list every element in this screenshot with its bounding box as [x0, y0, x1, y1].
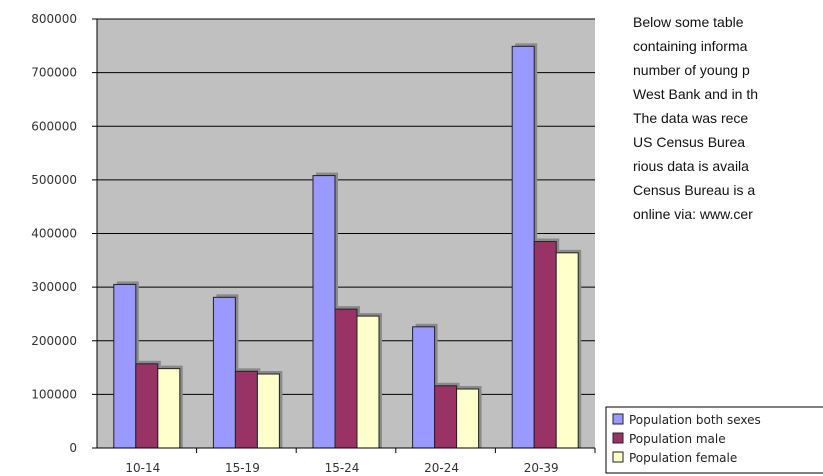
- legend-box: [605, 406, 823, 474]
- legend-label: Population both sexes: [629, 413, 761, 427]
- legend-swatch: [612, 413, 624, 425]
- bar-female: [157, 368, 181, 449]
- side-text-paragraph: Below some table containing informa numb…: [633, 10, 823, 226]
- bar-male: [135, 363, 159, 449]
- side-text-line: containing informa: [633, 38, 748, 54]
- x-tick-labels: 10-14 15-19 15-24 20-24 20-39: [125, 461, 558, 475]
- bar-both-sexes: [312, 175, 336, 449]
- x-tick-label: 10-14: [125, 461, 160, 475]
- y-tick-label: 600000: [31, 119, 77, 133]
- side-text-line: rious data is availa: [633, 158, 749, 174]
- axes: [92, 18, 596, 453]
- bar-both-sexes: [113, 283, 137, 449]
- bars: [113, 43, 582, 449]
- bar-male: [234, 370, 258, 449]
- bar-male: [533, 241, 557, 449]
- side-text-line: Below some table: [633, 14, 744, 30]
- legend-swatch: [612, 432, 624, 444]
- y-tick-labels: 0 100000 200000 300000 400000 500000 600000 700…: [31, 12, 77, 455]
- y-tick-label: 700000: [31, 66, 77, 80]
- bar-female: [356, 315, 380, 449]
- legend: Population both sexes Population male Popu…: [605, 406, 823, 474]
- bar-both-sexes: [212, 296, 236, 449]
- bar-female: [456, 388, 480, 449]
- bar-female: [555, 252, 579, 449]
- bar-male: [434, 385, 458, 449]
- x-tick-label: 15-19: [225, 461, 260, 475]
- y-tick-label: 200000: [31, 334, 77, 348]
- side-text-line: Census Bureau is a: [633, 182, 756, 198]
- bar-female: [256, 373, 280, 449]
- legend-label: Population male: [629, 432, 726, 446]
- side-text-line: US Census Burea: [633, 134, 746, 150]
- x-tick-label: 20-24: [424, 461, 459, 475]
- side-text-line: number of young p: [633, 62, 750, 78]
- bar-both-sexes: [412, 326, 436, 449]
- x-tick-label: 15-24: [325, 461, 360, 475]
- y-tick-label: 400000: [31, 227, 77, 241]
- side-text-line: The data was rece: [633, 110, 749, 126]
- y-tick-label: 800000: [31, 12, 77, 26]
- x-tick-label: 20-39: [524, 461, 559, 475]
- legend-swatch: [612, 451, 624, 463]
- y-tick-label: 300000: [31, 280, 77, 294]
- side-text-line: West Bank and in th: [633, 86, 759, 102]
- legend-label: Population female: [629, 451, 737, 465]
- y-tick-label: 100000: [31, 387, 77, 401]
- side-text-line: online via: www.cer: [633, 206, 753, 222]
- bar-both-sexes: [511, 45, 535, 449]
- bar-male: [334, 308, 358, 449]
- y-tick-label: 0: [69, 441, 77, 455]
- y-tick-label: 500000: [31, 173, 77, 187]
